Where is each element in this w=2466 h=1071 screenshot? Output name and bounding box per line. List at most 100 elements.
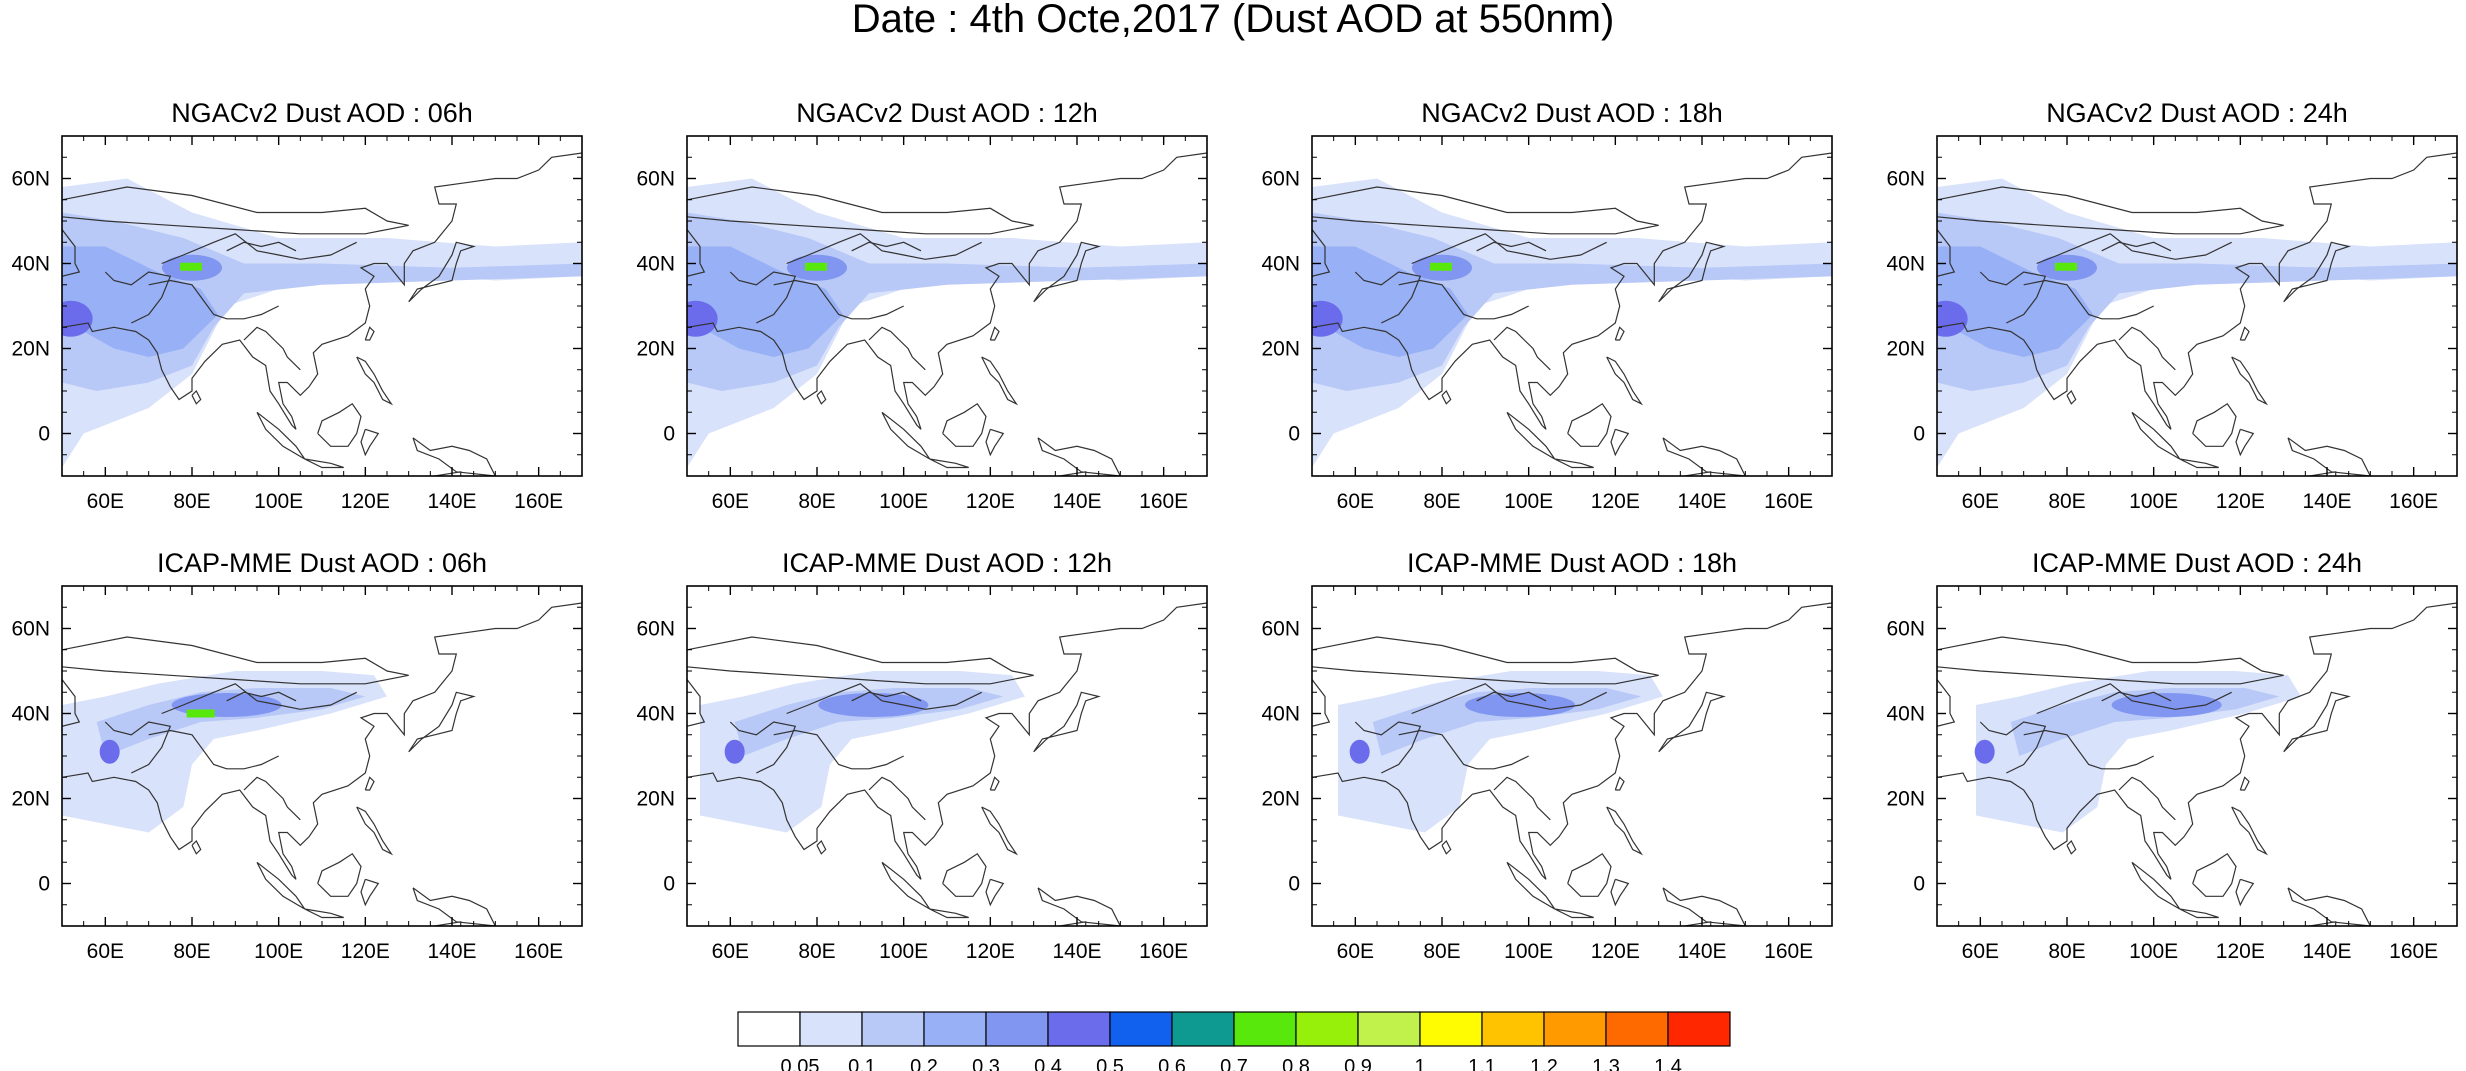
coastline — [1312, 636, 1659, 685]
coastline — [851, 691, 922, 702]
coastline — [62, 602, 582, 880]
coastline — [226, 241, 297, 252]
aod-core — [724, 739, 745, 764]
y-tick-label: 0 — [38, 873, 50, 896]
x-tick-label: 60E — [1962, 490, 1999, 513]
x-tick-label: 160E — [1764, 940, 1813, 963]
x-tick-label: 100E — [2129, 940, 2178, 963]
x-tick-label: 100E — [254, 940, 303, 963]
aod-field — [62, 136, 582, 476]
panel-title: NGACv2 Dust AOD : 24h — [2046, 98, 2348, 128]
y-tick-label: 60N — [1261, 618, 1300, 641]
coastline — [989, 326, 1000, 341]
aod-field — [1312, 586, 1832, 926]
coastline — [1354, 721, 1422, 774]
coastline — [1937, 636, 2284, 685]
coastline — [1056, 471, 1087, 476]
panel-title: ICAP-MME Dust AOD : 06h — [157, 548, 487, 578]
aod-peak — [180, 262, 202, 271]
coastline — [1937, 229, 1956, 277]
x-tick-label: 140E — [1677, 940, 1726, 963]
aod-core — [687, 300, 718, 337]
coastline — [1979, 271, 2047, 324]
y-tick-label: 0 — [1288, 423, 1300, 446]
coastline — [1033, 691, 1101, 753]
coastline — [985, 878, 1005, 907]
aod-plume — [734, 688, 1004, 756]
x-tick-label: 100E — [1504, 490, 1553, 513]
aod-core — [1312, 300, 1343, 337]
x-tick-label: 120E — [1591, 940, 1640, 963]
coastline — [773, 729, 904, 770]
aod-core — [1937, 300, 1968, 337]
coastline — [360, 878, 380, 907]
map-panels: NGACv2 Dust AOD : 06h 60E 80E 100E 120E 140E 1… — [11, 98, 2458, 963]
colorbar-swatch — [1233, 1011, 1297, 1047]
coastline — [431, 921, 462, 926]
x-tick-label: 160E — [2389, 490, 2438, 513]
coastline — [2023, 279, 2154, 320]
panel-title: NGACv2 Dust AOD : 12h — [796, 98, 1098, 128]
aod-core — [2111, 693, 2222, 717]
coastline — [161, 233, 357, 265]
coastline — [786, 683, 982, 715]
aod-core — [818, 693, 929, 717]
y-tick-label: 40N — [11, 253, 50, 276]
colorbar-label: 0.2 — [910, 1056, 938, 1071]
coastline — [62, 229, 81, 277]
coastline — [1441, 839, 1452, 855]
colorbar-swatch — [1419, 1011, 1483, 1047]
colorbar-label: 0.1 — [848, 1056, 876, 1071]
coastline — [1493, 326, 1551, 371]
map-panel: NGACv2 Dust AOD : 24h 60E 80E 100E 120E 140E 1… — [1886, 98, 2458, 513]
colorbar-swatch — [1605, 1011, 1669, 1047]
coastline — [1681, 471, 1712, 476]
coastline — [2179, 908, 2219, 919]
colorbar-swatch — [1357, 1011, 1421, 1047]
map-panel: ICAP-MME Dust AOD : 18h 60E 80E 100E 120E 140… — [1261, 548, 1833, 963]
y-tick-label: 60N — [1886, 618, 1925, 641]
x-tick-label: 80E — [798, 940, 835, 963]
panel-title: NGACv2 Dust AOD : 06h — [171, 98, 473, 128]
coastline — [62, 636, 409, 685]
aod-plume — [96, 688, 366, 756]
x-tick-label: 80E — [173, 490, 210, 513]
coastline — [2231, 806, 2269, 856]
x-tick-label: 80E — [173, 940, 210, 963]
coastline — [2235, 878, 2255, 907]
coastline — [1567, 402, 1612, 447]
colorbar-label: 0.05 — [781, 1056, 820, 1071]
coastline — [360, 428, 380, 457]
x-tick-label: 120E — [2216, 490, 2265, 513]
coastline — [2036, 233, 2232, 265]
aod-core — [1974, 739, 1995, 764]
coastline — [687, 186, 1034, 235]
coastline — [2179, 458, 2219, 469]
colorbar-swatch — [1109, 1011, 1173, 1047]
y-tick-label: 0 — [1288, 873, 1300, 896]
coastline — [1610, 428, 1630, 457]
panel-title: NGACv2 Dust AOD : 18h — [1421, 98, 1723, 128]
coastline — [1614, 326, 1625, 341]
x-tick-label: 80E — [1423, 490, 1460, 513]
x-tick-label: 160E — [1764, 490, 1813, 513]
map-panel: NGACv2 Dust AOD : 12h 60E 80E 100E 120E 140E 1… — [636, 98, 1208, 513]
x-tick-label: 160E — [1139, 940, 1188, 963]
y-tick-label: 60N — [636, 168, 675, 191]
coastline — [1662, 887, 1746, 926]
colorbar-label: 1.1 — [1468, 1056, 1496, 1071]
x-tick-label: 160E — [1139, 490, 1188, 513]
coastline — [408, 241, 476, 303]
coastline — [687, 636, 1034, 685]
x-tick-label: 140E — [427, 940, 476, 963]
coastline — [2101, 241, 2172, 252]
x-tick-label: 60E — [87, 490, 124, 513]
map-panel: ICAP-MME Dust AOD : 24h 60E 80E 100E 120E 140… — [1886, 548, 2458, 963]
coastline — [1554, 908, 1594, 919]
coastline — [868, 776, 926, 821]
colorbar-swatch — [1543, 1011, 1607, 1047]
coastline — [1312, 186, 1659, 235]
map-panel: NGACv2 Dust AOD : 06h 60E 80E 100E 120E 140E 1… — [11, 98, 583, 513]
coastline — [1312, 679, 1331, 727]
coastline — [929, 458, 969, 469]
